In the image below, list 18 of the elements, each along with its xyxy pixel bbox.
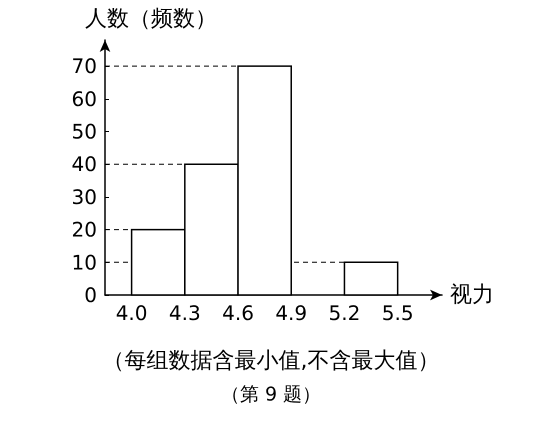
y-tick-label: 20	[72, 218, 97, 242]
y-tick-label: 40	[72, 152, 97, 176]
x-tick-label: 4.0	[116, 301, 148, 325]
x-tick-label: 4.3	[168, 301, 201, 325]
y-tick-label: 0	[84, 283, 97, 307]
y-tick-label: 30	[72, 184, 97, 209]
text: （每组数据含最小值,不含最大值）	[102, 348, 440, 374]
x-tick-label: 4.6	[222, 301, 254, 325]
text: （第 9 题）	[220, 384, 322, 406]
y-tick-label: 50	[72, 120, 97, 144]
x-axis-title: 视力	[450, 282, 494, 308]
y-tick-label: 60	[72, 86, 97, 111]
x-tick-label: 5.2	[328, 301, 360, 325]
y-tick-label: 10	[72, 250, 97, 274]
y-tick-label: 70	[72, 54, 97, 78]
y-axis-title: 人数（频数）	[85, 6, 217, 32]
x-tick-label: 4.9	[275, 301, 308, 325]
x-tick-label: 5.5	[382, 301, 414, 325]
